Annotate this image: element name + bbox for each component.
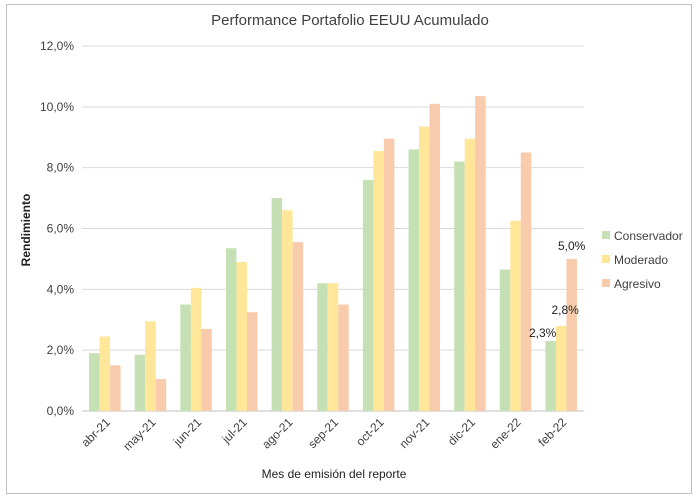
bar-conservador-ago-21 xyxy=(271,198,283,411)
bar-conservador-abr-21 xyxy=(89,353,100,411)
legend: Conservador Moderado Agresivo xyxy=(602,229,683,291)
x-tick-label: dic-21 xyxy=(445,415,478,448)
x-axis-label: Mes de emisión del reporte xyxy=(262,467,407,481)
bar-agresivo-oct-21 xyxy=(383,138,395,412)
bar-agresivo-sep-21 xyxy=(338,304,349,411)
bar-conservador-dic-21 xyxy=(454,161,465,411)
y-tick-label: 2,0% xyxy=(47,343,75,357)
bar-moderado-nov-21 xyxy=(419,126,430,412)
legend-swatch-agresivo xyxy=(602,279,610,287)
bar-moderado-dic-21 xyxy=(464,138,476,412)
bar-moderado-jun-21 xyxy=(190,287,202,411)
bar-moderado-feb-22 xyxy=(555,325,567,411)
bar-agresivo-may-21 xyxy=(155,379,167,411)
bar-conservador-ene-22 xyxy=(499,269,511,411)
y-tick-label: 0,0% xyxy=(47,404,75,418)
x-tick-label: nov-21 xyxy=(397,415,433,451)
x-tick-label: jul-21 xyxy=(218,415,250,447)
legend-swatch-moderado xyxy=(602,255,610,263)
data-label-agresivo: 5,0% xyxy=(558,239,586,253)
bar-moderado-jul-21 xyxy=(236,261,247,411)
bar-moderado-may-21 xyxy=(145,321,156,411)
bar-agresivo-feb-22 xyxy=(566,258,577,411)
data-label-moderado: 2,8% xyxy=(552,303,580,317)
bar-agresivo-nov-21 xyxy=(429,103,441,412)
x-tick-labels: abr-21 may-21 jun-21 jul-21 ago-21 sep-21 oct-… xyxy=(79,415,570,453)
x-tick-label: may-21 xyxy=(120,415,158,453)
legend-label-conservador: Conservador xyxy=(614,229,683,243)
bar-conservador-may-21 xyxy=(134,354,146,411)
bar-agresivo-jun-21 xyxy=(201,328,212,411)
bar-agresivo-jul-21 xyxy=(246,312,258,411)
bar-conservador-jun-21 xyxy=(180,304,191,411)
legend-label-moderado: Moderado xyxy=(614,253,668,267)
chart-frame xyxy=(6,4,692,494)
bar-moderado-oct-21 xyxy=(373,150,384,411)
bar-agresivo-ago-21 xyxy=(292,242,304,411)
bar-conservador-nov-21 xyxy=(408,149,420,411)
bar-agresivo-ene-22 xyxy=(520,152,532,412)
y-axis-label: Rendimiento xyxy=(19,194,33,267)
y-tick-label: 8,0% xyxy=(47,161,75,175)
bar-conservador-oct-21 xyxy=(362,179,374,411)
bar-moderado-ene-22 xyxy=(510,220,521,411)
y-tick-labels: 0,0% 2,0% 4,0% 6,0% 8,0% 10,0% 12,0% xyxy=(40,39,74,418)
bar-moderado-abr-21 xyxy=(99,336,111,411)
x-tick-label: jun-21 xyxy=(170,415,204,449)
legend-swatch-conservador xyxy=(602,231,610,239)
legend-label-agresivo: Agresivo xyxy=(614,277,661,291)
x-tick-label: ene-22 xyxy=(487,415,524,452)
data-label-conservador: 2,3% xyxy=(529,326,557,340)
x-tick-label: oct-21 xyxy=(353,415,387,449)
data-labels: 2,3% 2,8% 5,0% xyxy=(529,239,586,340)
bar-conservador-jul-21 xyxy=(225,248,237,411)
bar-agresivo-abr-21 xyxy=(110,365,121,411)
bar-conservador-feb-22 xyxy=(545,341,556,411)
y-tick-label: 12,0% xyxy=(40,39,74,53)
y-tick-label: 10,0% xyxy=(40,100,74,114)
x-tick-label: sep-21 xyxy=(305,415,341,451)
bar-moderado-ago-21 xyxy=(282,210,293,411)
x-tick-label: abr-21 xyxy=(79,415,114,450)
bar-conservador-sep-21 xyxy=(317,283,328,411)
x-tick-label: ago-21 xyxy=(259,415,296,452)
bar-agresivo-dic-21 xyxy=(475,96,486,411)
bars xyxy=(89,96,577,412)
chart-title: Performance Portafolio EEUU Acumulado xyxy=(211,12,489,29)
y-tick-label: 6,0% xyxy=(47,222,75,236)
x-tick-label: feb-22 xyxy=(535,415,569,449)
bar-moderado-sep-21 xyxy=(327,283,339,411)
y-tick-label: 4,0% xyxy=(47,282,75,296)
